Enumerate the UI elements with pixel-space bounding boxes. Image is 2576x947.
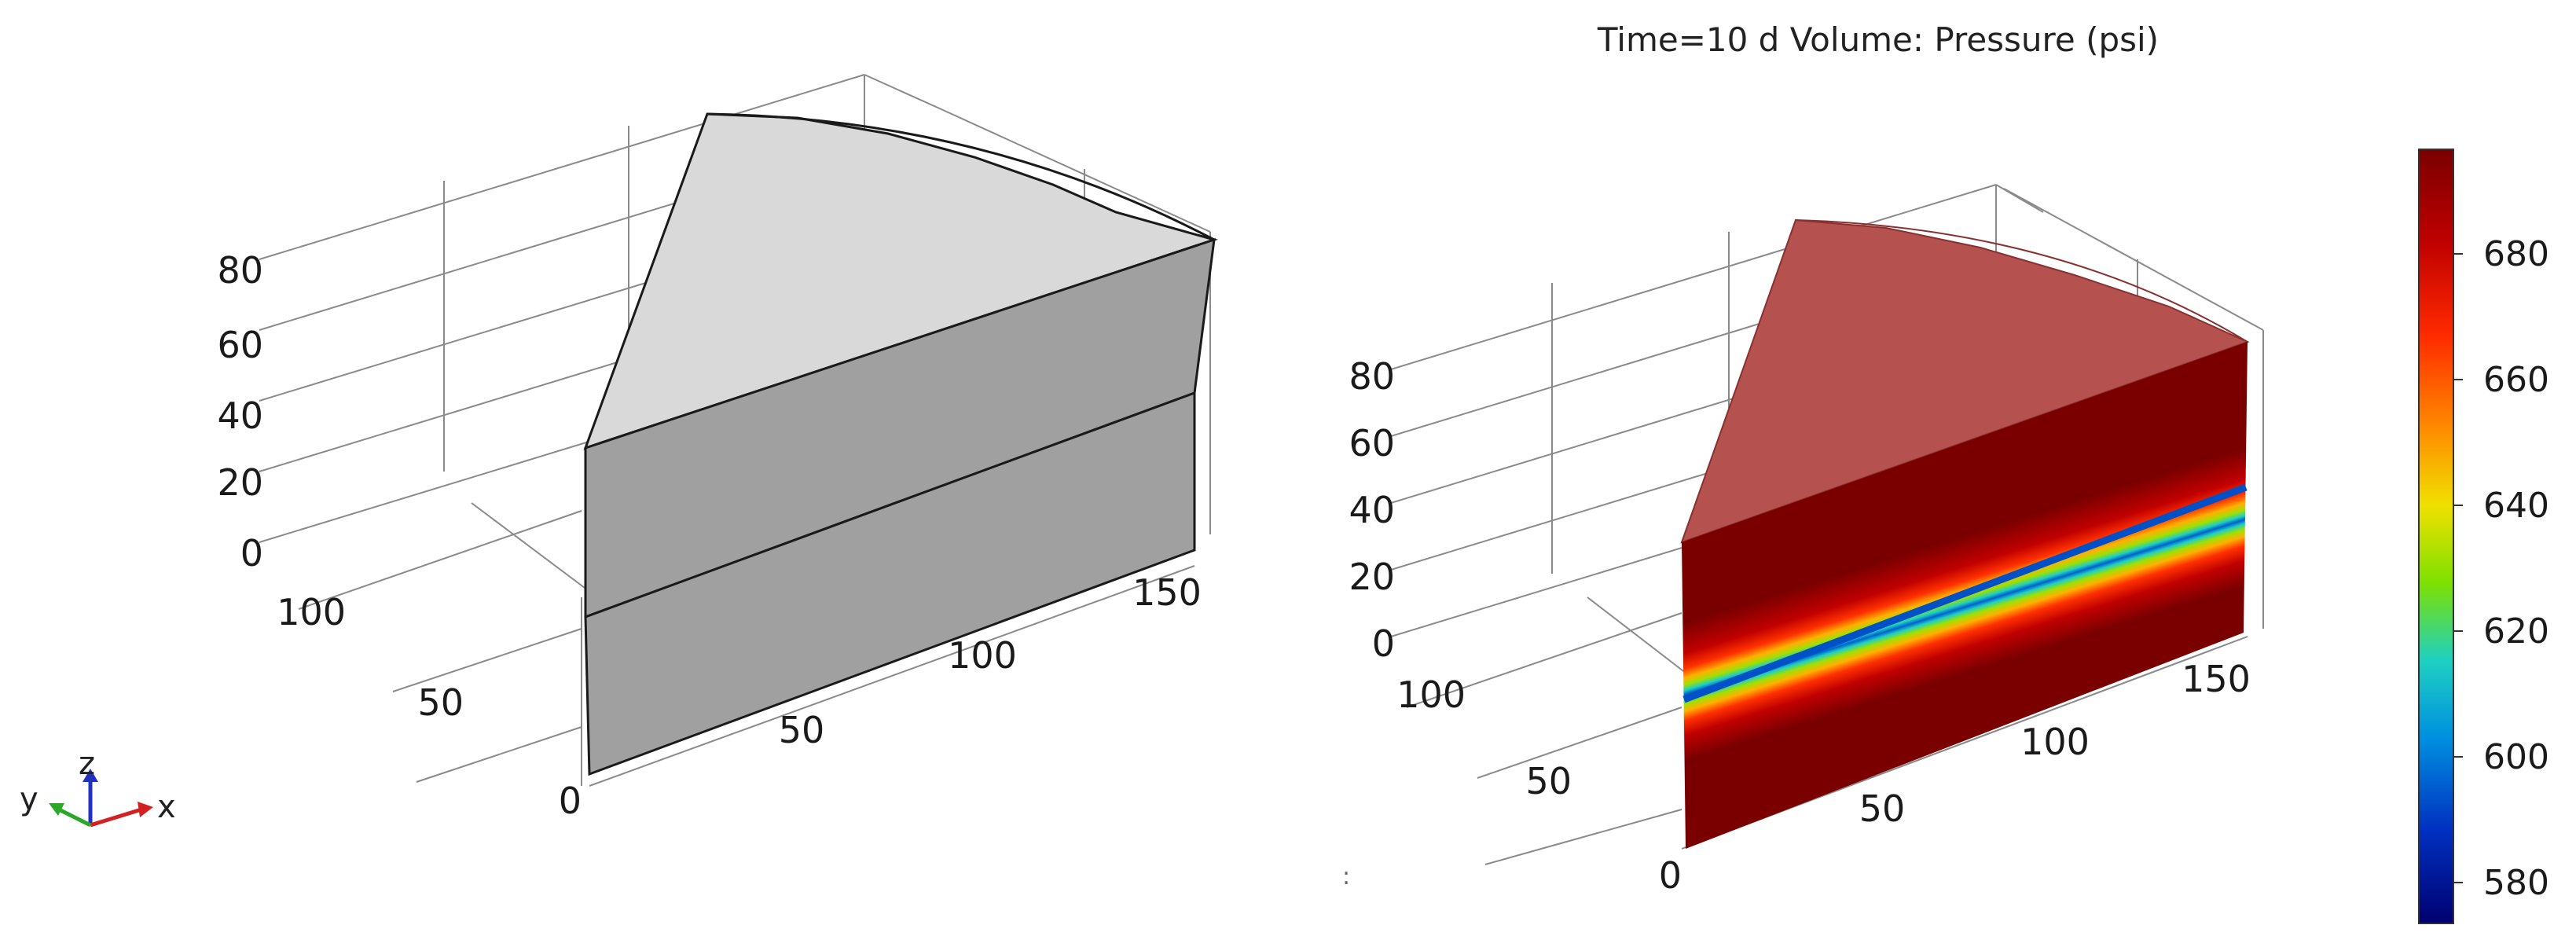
z-tick-label: 20	[217, 461, 263, 504]
x-tick-label: 100	[948, 634, 1017, 677]
colorbar-tick-label: 680	[2483, 234, 2549, 274]
z-tick-label: 80	[1349, 355, 1395, 398]
z-tick-label: 0	[1372, 622, 1395, 665]
slice-arc-edge	[706, 112, 1215, 241]
y-tick-label: 50	[417, 681, 464, 724]
colorbar-tick-label: 640	[2483, 486, 2549, 526]
geometry-plot: 80 60 40 20 0 100 50 0 50 100 150 z y x	[20, 74, 1219, 828]
z-tick-label: 80	[217, 249, 263, 292]
slice-top-face	[1680, 218, 2250, 544]
x-axis-ticks: 50 100 150	[1859, 658, 2251, 830]
x-axis-arrow	[90, 807, 142, 828]
colorbar-tick-label: 600	[2483, 737, 2549, 777]
y-tick-label: 50	[1525, 760, 1572, 802]
y-axis-ticks: 100 50 0	[277, 591, 582, 822]
x-tick-label: 150	[2182, 658, 2251, 700]
x-tick-label: 50	[1859, 787, 1906, 830]
x-tick-label: 100	[2020, 721, 2090, 763]
colorbar-tick-label: 660	[2483, 360, 2549, 400]
axis-grid	[1390, 184, 2264, 865]
triad-z-label: z	[79, 746, 95, 782]
z-tick-label: 40	[1349, 489, 1395, 531]
colorbar-ramp	[2418, 149, 2454, 924]
colorbar: 680 660 640 620 600 580	[2418, 149, 2549, 924]
y-tick-label: 100	[277, 591, 346, 633]
y-tick-label: 0	[559, 780, 582, 822]
x-tick-label: 50	[779, 709, 825, 751]
slice-lower-side-face	[584, 391, 1196, 776]
z-tick-label: 0	[240, 532, 263, 574]
colorbar-tick-label: 620	[2483, 611, 2549, 652]
colorbar-tick-label: 580	[2483, 863, 2549, 903]
z-axis-ticks: 80 60 40 20 0	[1349, 355, 1395, 665]
x-axis-ticks: 50 100 150	[779, 571, 1202, 751]
z-tick-label: 20	[1349, 556, 1395, 598]
y-tick-label: 0	[1659, 854, 1682, 897]
triad-x-label: x	[157, 789, 176, 825]
colorbar-ticks: 680 660 640 620 600 580	[2453, 234, 2549, 903]
axis-triad: z y x	[20, 746, 176, 828]
stray-mark: :	[1342, 863, 1350, 890]
y-axis-ticks: 100 50 0	[1396, 674, 1682, 897]
y-tick-label: 100	[1396, 674, 1466, 716]
plot-title: Time=10 d Volume: Pressure (psi)	[1597, 20, 2159, 59]
low-pressure-band	[1682, 483, 2248, 703]
z-tick-label: 60	[217, 324, 263, 366]
z-tick-label: 60	[1349, 422, 1395, 464]
slice-side-face-pressure-field	[1682, 342, 2248, 849]
triad-y-label: y	[20, 781, 39, 817]
y-axis-arrow	[57, 807, 92, 828]
z-tick-label: 40	[217, 395, 263, 437]
z-axis-ticks: 80 60 40 20 0	[217, 249, 263, 574]
x-tick-label: 150	[1132, 571, 1202, 614]
